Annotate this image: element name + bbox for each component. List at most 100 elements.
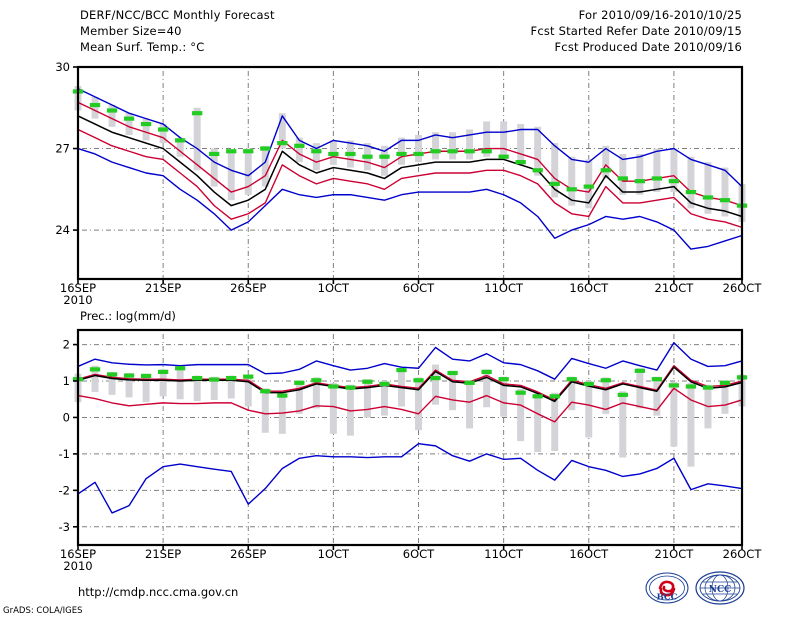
- spread-bar: [551, 143, 559, 198]
- spread-bar: [432, 132, 440, 160]
- y-tick-label: 27: [55, 142, 70, 156]
- x-tick-label: 1OCT: [318, 547, 350, 561]
- temperature-plot-panel: 30 27 24 16SEP 21SEP 26SEP 1OCT 6OCT 11OCT 16OCT 2…: [55, 60, 762, 307]
- series-line: [77, 442, 743, 514]
- x-tick-label: 6OCT: [403, 547, 435, 561]
- spread-bar: [687, 156, 695, 209]
- spread-bar: [670, 381, 678, 447]
- x-tick-label: 1OCT: [318, 281, 350, 295]
- member-size-label: Member Size=40: [80, 24, 182, 38]
- series-line: [77, 387, 743, 423]
- spread-bar: [432, 364, 440, 405]
- y-tick-label: -3: [59, 520, 70, 534]
- series-line: [77, 115, 743, 218]
- chart-title: DERF/NCC/BCC Monthly Forecast: [80, 8, 275, 22]
- spread-bar: [585, 381, 593, 438]
- x-tick-label: 11OCT: [484, 281, 524, 295]
- x-tick-label: 26OCT: [723, 547, 763, 561]
- spread-bar: [125, 113, 133, 135]
- spread-bar: [91, 365, 99, 392]
- x-tick-label: 16OCT: [569, 281, 609, 295]
- spread-bar: [500, 376, 508, 417]
- spread-bar: [193, 107, 201, 171]
- spread-bar: [534, 126, 542, 176]
- source-url[interactable]: http://cmdp.ncc.cma.gov.cn: [78, 585, 239, 599]
- x-tick-label: 21OCT: [655, 547, 695, 561]
- spread-bar: [312, 377, 320, 409]
- series-line: [77, 128, 743, 229]
- spread-bar: [312, 143, 320, 171]
- y-tick-label: -1: [59, 447, 70, 461]
- spread-bar: [363, 379, 371, 418]
- spread-bar: [159, 369, 167, 397]
- spread-bar: [534, 392, 542, 453]
- spread-bar: [619, 153, 627, 195]
- series-line: [77, 342, 743, 380]
- spread-bar: [466, 380, 474, 429]
- spread-bar: [483, 121, 491, 157]
- spread-bar: [602, 377, 610, 414]
- series-line: [77, 88, 743, 188]
- spread-bar: [210, 148, 218, 187]
- y-tick-label: 24: [55, 223, 70, 237]
- svg-text:BCC: BCC: [657, 593, 678, 603]
- spread-bar: [295, 137, 303, 163]
- forecast-refer-date: Fcst Started Refer Date 2010/09/15: [530, 24, 742, 38]
- spread-bar: [159, 124, 167, 144]
- x-tick-label: 16OCT: [569, 547, 609, 561]
- x-tick-label: 21SEP: [145, 547, 181, 561]
- plot-frame: [76, 65, 744, 281]
- x-tick-label: 26OCT: [723, 281, 763, 295]
- spread-bar: [227, 151, 235, 201]
- series-line: [77, 101, 743, 207]
- spread-bar: [244, 148, 252, 195]
- spread-bar: [329, 382, 337, 434]
- spread-bar: [210, 376, 218, 400]
- spread-bar: [721, 167, 729, 217]
- spread-bar: [380, 381, 388, 416]
- spread-bar: [466, 129, 474, 160]
- series-line: [77, 365, 743, 401]
- spread-bar: [585, 159, 593, 209]
- series-line: [77, 147, 743, 250]
- spread-bar: [380, 145, 388, 176]
- x-tick-label: 11OCT: [484, 547, 524, 561]
- spread-bar: [91, 96, 99, 119]
- spread-bar: [653, 376, 661, 416]
- y-tick-label: 2: [63, 338, 70, 352]
- precipitation-plot-panel: 2 1 0 -1 -2 -3 16SEP 21SEP 26SEP 1OCT 6OCT 11OCT 16O…: [59, 328, 763, 573]
- spread-bar: [261, 388, 269, 433]
- x-tick-label: 16SEP: [60, 281, 96, 295]
- spread-bar: [227, 375, 235, 399]
- spread-bar: [346, 384, 354, 436]
- y-tick-label: 30: [55, 60, 70, 74]
- spread-bar: [483, 369, 491, 408]
- spread-bar: [449, 370, 457, 411]
- y-tick-label: 1: [63, 374, 70, 388]
- spread-bar: [619, 391, 627, 458]
- spread-bar: [415, 377, 422, 431]
- x-tick-label: 26SEP: [230, 281, 266, 295]
- x-tick-label: 6OCT: [403, 281, 435, 295]
- spread-bar: [415, 134, 422, 163]
- spread-bar: [568, 156, 576, 206]
- spread-bar: [125, 373, 133, 398]
- x-tick-label: 26SEP: [230, 547, 266, 561]
- x-tick-label: 21SEP: [145, 281, 181, 295]
- spread-bar: [602, 145, 610, 179]
- spread-bar: [449, 132, 457, 160]
- spread-bar: [500, 121, 508, 160]
- plot-frame: [76, 328, 744, 547]
- temp-panel-title: Mean Surf. Temp.: °C: [80, 40, 205, 54]
- spread-bar: [568, 376, 576, 411]
- spread-bar: [295, 380, 303, 414]
- spread-bar: [193, 375, 201, 402]
- precip-panel-title: Prec.: log(mm/d): [80, 309, 176, 323]
- spread-bar: [670, 148, 678, 193]
- spread-bar: [108, 371, 116, 395]
- spread-bar: [653, 148, 661, 193]
- spread-bar: [244, 374, 252, 407]
- spread-bar: [687, 382, 695, 467]
